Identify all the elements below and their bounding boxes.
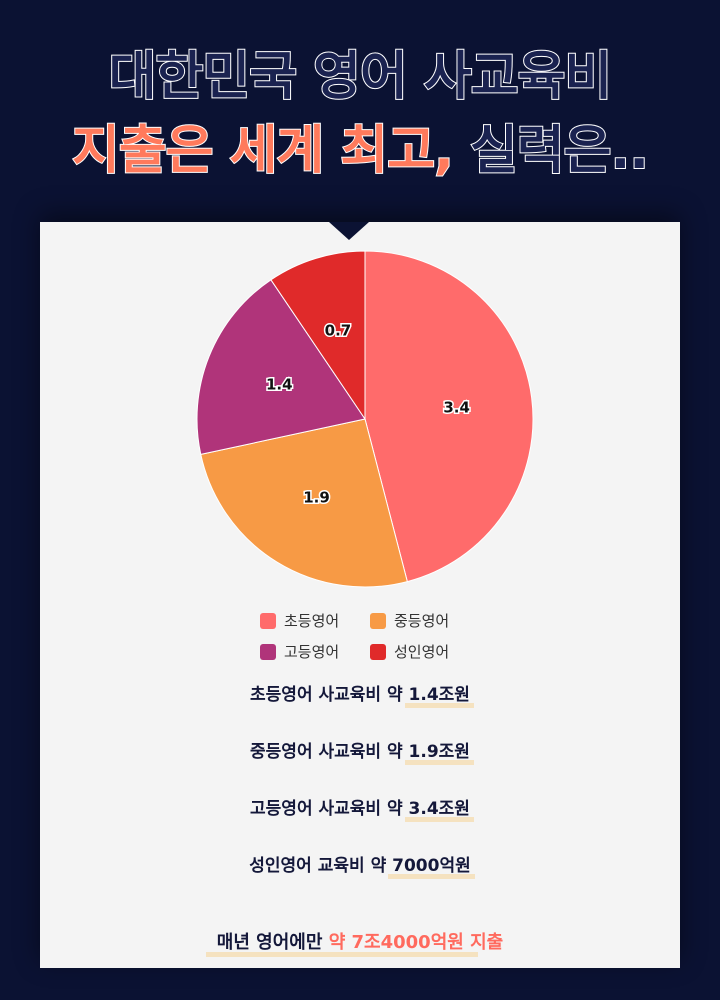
stat-value: 1.9조원 — [408, 742, 470, 762]
pie-slice-elementary — [364, 250, 534, 583]
pie-label-elementary: 3.4 — [443, 398, 470, 416]
legend-item-adult: 성인영어 — [370, 641, 480, 662]
legend-item-high: 고등영어 — [260, 641, 370, 662]
card-notch — [329, 222, 369, 240]
stat-high: 고등영어 사교육비 약 3.4조원 — [40, 794, 680, 819]
legend-label: 성인영어 — [394, 643, 450, 661]
pie-slice-high — [196, 279, 366, 455]
headline-line1: 대한민국 영어 사교육비 — [108, 46, 614, 108]
legend-item-middle: 중등영어 — [370, 610, 480, 631]
legend-label: 초등영어 — [284, 612, 340, 630]
pie-slice-adult — [270, 250, 366, 421]
stat-value: 3.4조원 — [408, 799, 470, 819]
legend-item-elementary: 초등영어 — [260, 610, 370, 631]
legend-swatch — [370, 643, 386, 660]
stat-middle: 중등영어 사교육비 약 1.9조원 — [40, 737, 680, 762]
stat-value: 7000억원 — [392, 856, 471, 876]
pie-label-middle: 1.9 — [303, 489, 330, 507]
pie-slice-middle — [200, 418, 408, 588]
chart-legend: 초등영어 중등영어 고등영어 성인영어 — [260, 610, 480, 662]
chart-card: 3.4 1.9 1.4 0.7 초등영어 중등영어 고등영어 성인영어 초등영어 사교… — [40, 222, 680, 968]
headline-rest: 실력은.. — [452, 120, 650, 182]
summary-underline — [206, 952, 478, 957]
stat-adult: 성인영어 교육비 약 7000억원 — [40, 851, 680, 876]
pie-chart: 3.4 1.9 1.4 0.7 — [196, 250, 534, 588]
summary-line: 매년 영어에만 약 7조4000억원 지출 — [40, 928, 680, 957]
pie-label-high: 1.4 — [266, 376, 293, 394]
stat-prefix: 중등영어 사교육비 약 — [250, 742, 409, 762]
headline-accent: 지출은 세계 최고, — [71, 120, 455, 182]
stat-prefix: 초등영어 사교육비 약 — [250, 685, 409, 705]
legend-swatch — [370, 612, 386, 629]
legend-swatch — [260, 643, 276, 660]
pie-label-adult: 0.7 — [325, 322, 352, 340]
legend-label: 고등영어 — [284, 643, 340, 661]
summary-prefix: 매년 영어에만 — [216, 932, 329, 953]
headline-line2: 지출은 세계 최고, 실력은.. — [0, 114, 720, 188]
stat-value: 1.4조원 — [408, 685, 470, 705]
stat-elementary: 초등영어 사교육비 약 1.4조원 — [40, 680, 680, 705]
legend-swatch — [260, 612, 276, 629]
stat-prefix: 성인영어 교육비 약 — [249, 856, 393, 876]
summary-highlight: 약 7조4000억원 지출 — [328, 932, 504, 953]
legend-label: 중등영어 — [394, 612, 450, 630]
stat-prefix: 고등영어 사교육비 약 — [250, 799, 409, 819]
headline: 대한민국 영어 사교육비 지출은 세계 최고, 실력은.. — [0, 40, 720, 188]
